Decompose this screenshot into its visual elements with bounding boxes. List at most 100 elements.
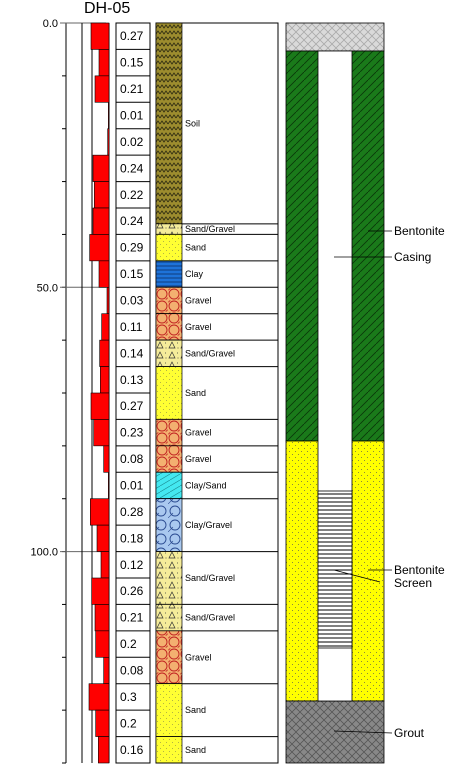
lithology-swatch xyxy=(155,736,183,764)
lithology-label: Soil xyxy=(185,118,200,128)
lithology-swatch xyxy=(155,551,183,605)
value-label: 0.24 xyxy=(120,214,144,228)
value-label: 0.08 xyxy=(120,452,144,466)
value-label: 0.03 xyxy=(120,294,144,308)
value-label: 0.01 xyxy=(120,109,144,123)
value-bar xyxy=(90,498,110,526)
value-label: 0.3 xyxy=(120,690,137,704)
lithology-swatch xyxy=(155,22,183,225)
value-label: 0.27 xyxy=(120,29,144,43)
value-bar xyxy=(103,656,110,685)
lithology-label: Sand/Gravel xyxy=(185,613,235,623)
lithology-swatch xyxy=(155,366,183,420)
lithology-swatch xyxy=(155,234,183,262)
grout-label: Grout xyxy=(394,726,425,740)
value-label: 0.14 xyxy=(120,346,144,360)
callout-leader xyxy=(333,730,393,734)
lithology-label: Sand xyxy=(185,388,206,398)
value-bar xyxy=(94,75,110,103)
value-label: 0.22 xyxy=(120,188,144,202)
lithology-swatch xyxy=(155,260,183,288)
value-label: 0.28 xyxy=(120,505,144,519)
value-label: 0.26 xyxy=(120,584,144,598)
value-label: 0.23 xyxy=(120,426,144,440)
value-label: 0.12 xyxy=(120,558,144,572)
lithology-label: Clay/Sand xyxy=(185,481,227,491)
value-bar xyxy=(106,286,110,315)
value-bar xyxy=(100,551,110,579)
value-label: 0.15 xyxy=(120,56,144,70)
lithology-label: Sand/Gravel xyxy=(185,224,235,234)
value-bar xyxy=(108,471,110,500)
lithology-label: Sand xyxy=(185,745,206,755)
value-bar xyxy=(100,366,110,394)
value-bar xyxy=(90,22,110,50)
lithology-swatch xyxy=(155,498,183,552)
value-label: 0.13 xyxy=(120,373,144,387)
lithology-swatch xyxy=(155,419,183,447)
lithology-label: Clay/Gravel xyxy=(185,520,232,530)
depth-tick-label: 100.0 xyxy=(30,547,58,559)
callout-leader xyxy=(333,569,381,583)
lithology-swatch xyxy=(155,604,183,632)
value-label: 0.2 xyxy=(120,637,137,651)
lithology-label: Gravel xyxy=(185,454,212,464)
value-column: 0.27 0.15 0.21 0.01 0.02 0.24 0.22 0.24 0.29 0.15… xyxy=(115,22,151,764)
value-bar xyxy=(89,234,110,262)
value-bar xyxy=(95,630,110,658)
lithology-label: Gravel xyxy=(185,296,212,306)
bentonite-upper-label: Bentonite xyxy=(394,224,445,238)
lithology-label: Sand xyxy=(185,705,206,715)
value-bar xyxy=(90,392,110,420)
value-bar xyxy=(101,313,110,341)
value-bar xyxy=(98,736,110,764)
lithology-label: Gravel xyxy=(185,322,212,332)
depth-axis: 0.0 50.0 100.0 xyxy=(30,18,106,764)
depth-tick-label: 0.0 xyxy=(43,18,58,30)
lithology-swatch xyxy=(155,683,183,737)
value-bar xyxy=(99,339,110,367)
value-label: 0.27 xyxy=(120,399,144,413)
value-label: 0.21 xyxy=(120,82,144,96)
well-screen xyxy=(317,490,353,649)
lithology-label: Clay xyxy=(185,269,204,279)
value-bar xyxy=(92,154,110,182)
lithology-label: Sand/Gravel xyxy=(185,348,235,358)
value-bar xyxy=(96,524,110,552)
value-bar xyxy=(107,128,110,156)
value-bar xyxy=(91,577,110,605)
value-label: 0.24 xyxy=(120,161,144,175)
well-cap xyxy=(285,22,385,52)
value-bar xyxy=(95,709,110,737)
log-title: DH-05 xyxy=(84,0,131,17)
value-bar-track xyxy=(81,22,110,764)
lithology-swatch xyxy=(155,313,183,341)
value-label: 0.18 xyxy=(120,531,144,545)
value-label: 0.2 xyxy=(120,716,137,730)
value-label: 0.11 xyxy=(120,320,143,334)
value-bar xyxy=(92,207,110,235)
lithology-swatch xyxy=(155,223,183,235)
value-label: 0.16 xyxy=(120,743,144,757)
lithology-swatch xyxy=(155,471,183,500)
value-bar xyxy=(94,604,110,632)
depth-tick-label: 50.0 xyxy=(37,282,58,294)
value-bar xyxy=(108,101,110,130)
value-bar xyxy=(88,683,110,711)
lithology-swatch xyxy=(155,630,183,685)
lithology-column: Soil Sand/Gravel Sand Clay Gravel Gravel Sand/… xyxy=(155,22,279,764)
value-label: 0.01 xyxy=(120,479,144,493)
lithology-label: Sand xyxy=(185,243,206,253)
value-bar xyxy=(94,181,110,209)
value-bar xyxy=(103,445,110,473)
value-label: 0.21 xyxy=(120,611,144,625)
lithology-swatch xyxy=(155,286,183,315)
lithology-label: Gravel xyxy=(185,652,212,662)
lithology-swatch xyxy=(155,339,183,367)
casing-label: Casing xyxy=(394,250,431,264)
lithology-label: Gravel xyxy=(185,428,212,438)
value-bar xyxy=(98,260,110,288)
screen-label: Screen xyxy=(394,576,432,590)
bentonite-lower-label: Bentonite xyxy=(394,563,445,577)
lithology-label: Sand/Gravel xyxy=(185,573,235,583)
